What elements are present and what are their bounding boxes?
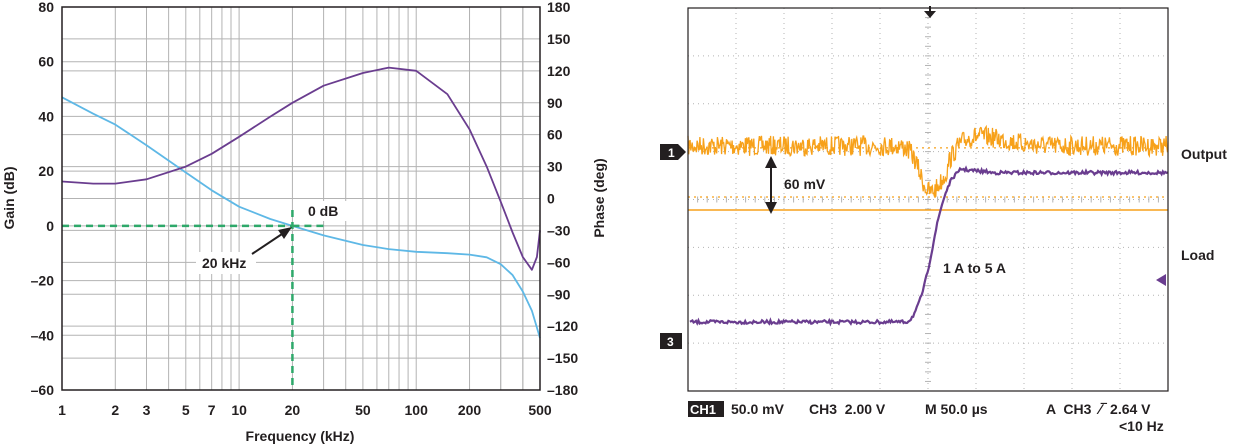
y2-tick-label: –120 xyxy=(547,318,578,334)
channel-1-marker: 1 xyxy=(660,144,686,160)
x-tick-label: 1 xyxy=(58,402,66,418)
ch1-badge xyxy=(688,401,724,417)
x-tick-label: 2 xyxy=(111,402,119,418)
x-tick-label: 50 xyxy=(355,402,371,418)
annotation-arrow xyxy=(251,233,283,255)
y-tick-label: –40 xyxy=(31,327,55,343)
ch1-badge-text: CH1 xyxy=(690,402,716,417)
y2-tick-label: 60 xyxy=(547,127,563,143)
y-tick-label: 0 xyxy=(46,218,54,234)
y2-tick-label: –180 xyxy=(547,382,578,398)
y2-tick-label: 120 xyxy=(547,63,571,79)
y2-tick-label: –60 xyxy=(547,254,571,270)
y2-axis-title: Phase (deg) xyxy=(591,158,607,237)
svg-text:1: 1 xyxy=(668,146,675,160)
annotation-arrowhead xyxy=(278,227,292,239)
annotation-bg xyxy=(302,201,354,221)
scope-frame xyxy=(687,7,1169,392)
arrow-down-icon xyxy=(765,202,777,214)
trigger-level-icon xyxy=(1156,274,1166,286)
annotation-bg xyxy=(196,252,256,274)
oscilloscope-panel: 1 3 60 mV 1 A to 5 A Output Load CH1 50.… xyxy=(660,6,1227,434)
x-tick-label: 3 xyxy=(143,402,151,418)
bode-series xyxy=(61,66,541,339)
x-tick-labels: 1 2 3 5 7 10 20 50 100 200 500 xyxy=(58,402,552,418)
y2-tick-label: 0 xyxy=(547,191,555,207)
x-tick-label: 20 xyxy=(285,402,301,418)
bode-grid xyxy=(62,7,540,390)
arrow-up-icon xyxy=(765,156,777,168)
svg-text:3: 3 xyxy=(667,335,674,349)
x-axis-title: Frequency (kHz) xyxy=(246,428,355,444)
annotation-load-step: 1 A to 5 A xyxy=(943,260,1006,276)
x-tick-label: 100 xyxy=(405,402,429,418)
y-tick-label: 40 xyxy=(38,108,54,124)
annotation-0db: 0 dB xyxy=(308,203,338,219)
y2-tick-label: 30 xyxy=(547,159,563,175)
timebase: M 50.0 µs xyxy=(925,401,988,417)
y-tick-label: –60 xyxy=(31,382,55,398)
annotation-60mv: 60 mV xyxy=(784,176,826,192)
y2-tick-label: –150 xyxy=(547,350,578,366)
y2-tick-label: 150 xyxy=(547,31,571,47)
bode-chart: 1 2 3 5 7 10 20 50 100 200 500 806040200–20–40–60 … xyxy=(1,0,607,444)
channel-label-output: Output xyxy=(1181,146,1227,162)
x-tick-label: 5 xyxy=(182,402,190,418)
x-tick-label: 200 xyxy=(458,402,482,418)
channel-label-load: Load xyxy=(1181,247,1214,263)
output-trace xyxy=(687,124,1169,197)
channel-3-marker: 3 xyxy=(660,333,682,349)
trigger-setting: A CH3 ∕‾ 2.64 V xyxy=(1046,401,1151,417)
y2-tick-label: –90 xyxy=(547,286,571,302)
y-tick-labels: 80 60 40 20 0 –20 –40 –60 xyxy=(31,0,55,398)
ch3-scale: CH3 2.00 V xyxy=(809,401,886,417)
y2-tick-labels: 180 150 120 90 60 30 0 –30 –60 –90 –120 –150 –180 xyxy=(547,0,578,398)
scope-traces xyxy=(687,124,1169,327)
x-tick-label: 7 xyxy=(208,402,216,418)
load-trace xyxy=(689,165,1168,327)
y2-tick-label: 90 xyxy=(547,95,563,111)
bode-plot-frame xyxy=(61,6,541,391)
trigger-position-icon xyxy=(924,11,936,18)
y2-tick-label: 180 xyxy=(547,0,571,15)
gain-series-line xyxy=(61,96,541,339)
trigger-frequency: <10 Hz xyxy=(1119,418,1164,434)
x-tick-label: 500 xyxy=(528,402,552,418)
ch1-scale: 50.0 mV xyxy=(731,401,785,417)
y-tick-label: 20 xyxy=(38,163,54,179)
y-tick-label: 60 xyxy=(38,54,54,70)
y-axis-title: Gain (dB) xyxy=(1,167,17,230)
annotation-20khz: 20 kHz xyxy=(202,255,246,271)
x-tick-label: 10 xyxy=(231,402,247,418)
y-tick-label: 80 xyxy=(38,0,54,15)
crossover-marker xyxy=(62,210,324,390)
y-tick-label: –20 xyxy=(31,273,55,289)
phase-series-line xyxy=(61,66,541,271)
y2-tick-label: –30 xyxy=(547,222,571,238)
